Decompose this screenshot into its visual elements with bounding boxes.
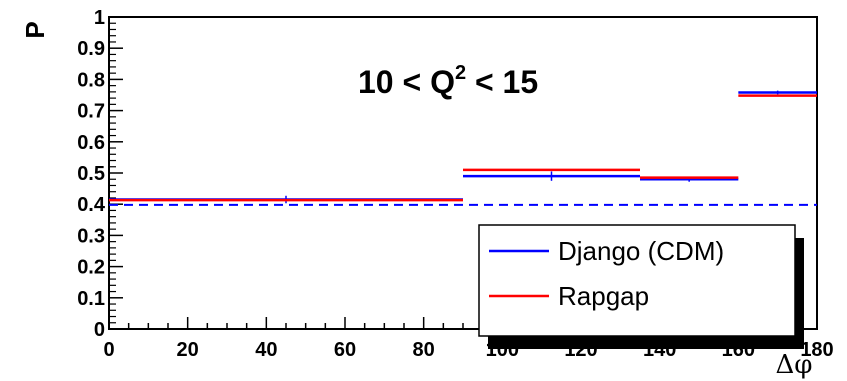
y-tick-label: 0.4 xyxy=(77,194,106,216)
y-tick-label: 0.8 xyxy=(77,69,105,91)
legend-label-rapgap: Rapgap xyxy=(558,281,649,311)
y-tick-label: 0 xyxy=(94,319,105,341)
y-tick-label: 0.5 xyxy=(77,163,105,185)
x-axis-title: Δφ xyxy=(776,350,813,380)
y-tick-label: 0.6 xyxy=(77,132,105,154)
y-tick-label: 0.9 xyxy=(77,38,105,60)
x-tick-label: 20 xyxy=(177,339,199,361)
legend-label-django: Django (CDM) xyxy=(558,236,724,266)
y-tick-label: 0.1 xyxy=(77,288,105,310)
legend: Django (CDM) Rapgap xyxy=(478,224,804,349)
y-tick-label: 1 xyxy=(94,7,105,29)
x-tick-label: 180 xyxy=(800,339,833,361)
annotation-text-tail: < 15 xyxy=(466,64,538,100)
y-tick-label: 0.3 xyxy=(77,225,105,247)
x-tick-label: 40 xyxy=(255,339,277,361)
annotation-text: 10 < Q xyxy=(358,64,455,100)
y-tick-label: 0.2 xyxy=(77,257,105,279)
cut-annotation: 10 < Q2 < 15 xyxy=(358,62,538,100)
x-tick-label: 60 xyxy=(334,339,356,361)
legend-box xyxy=(478,224,796,337)
annotation-superscript: 2 xyxy=(455,62,466,84)
x-tick-label: 80 xyxy=(413,339,435,361)
x-tick-label: 0 xyxy=(103,339,114,361)
series-group xyxy=(109,90,817,204)
y-axis-title: P xyxy=(20,21,50,38)
y-tick-label: 0.7 xyxy=(77,101,105,123)
